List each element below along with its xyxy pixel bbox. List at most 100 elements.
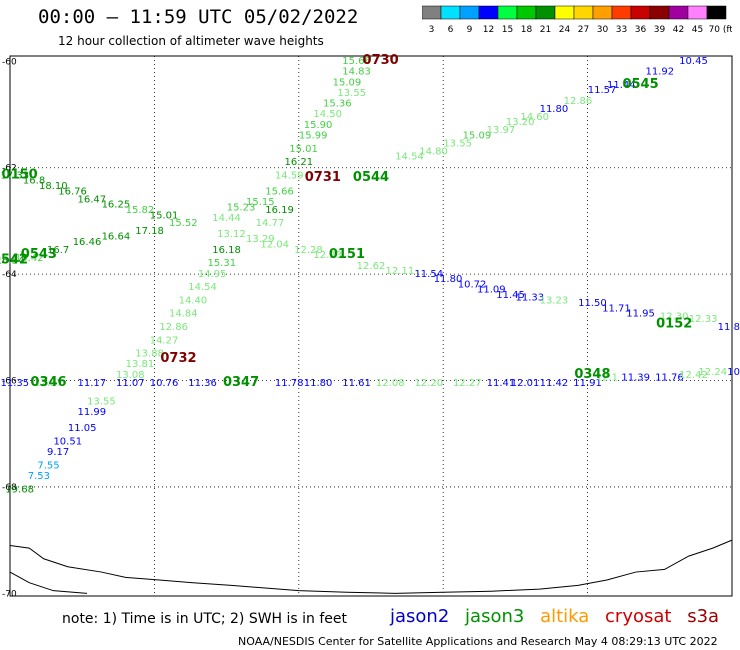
legend-cryosat: cryosat: [605, 606, 672, 627]
wave-height-value: 11.17: [78, 378, 107, 389]
wave-height-value: 14.77: [256, 218, 285, 229]
colorbar-label: 3: [429, 25, 435, 35]
coastline: [9, 539, 733, 594]
wave-height-value: 15.99: [299, 130, 328, 141]
wave-height-value: 17.18: [135, 226, 164, 237]
pass-time-label: 0152: [656, 316, 692, 331]
wave-height-value: 14.84: [169, 309, 198, 320]
wave-height-value: 12.57: [34, 378, 63, 389]
colorbar-label: 45: [692, 25, 703, 35]
wave-height-value: 10.99: [727, 367, 740, 378]
wave-height-value: 11.85: [718, 322, 740, 333]
wave-height-value: 14.40: [179, 295, 208, 306]
wave-height-value: 13.88: [135, 349, 164, 360]
pass-time-label: 0150: [2, 167, 38, 182]
wave-height-value: 12.24: [698, 367, 727, 378]
colorbar-label: 18: [521, 25, 533, 35]
pass-time-label: 0151: [329, 247, 365, 262]
lat-tick-label: -60: [2, 57, 17, 67]
wave-height-value: 12.23: [313, 250, 342, 261]
wave-height-value: 10.45: [679, 56, 708, 67]
wave-height-value: 11.76: [655, 373, 684, 384]
lat-tick-label: -68: [2, 483, 17, 493]
wave-height-value: 15.09: [333, 77, 362, 88]
pass-time-label: 0348: [574, 367, 610, 382]
wave-height-value: 12.33: [689, 314, 718, 325]
wave-height-value: 11.78: [275, 378, 304, 389]
wave-height-value: 13.81: [126, 359, 155, 370]
wave-height-value: 17.33: [0, 170, 29, 181]
legend-s3a: s3a: [687, 606, 720, 627]
wave-height-value: 11.80: [540, 104, 569, 115]
wave-height-value: 14.27: [150, 335, 179, 346]
wave-height-value: 14.44: [212, 213, 241, 224]
wave-height-value: 13.55: [337, 88, 366, 99]
page-subtitle: 12 hour collection of altimeter wave hei…: [58, 34, 324, 48]
wave-height-map: 151821242730-60-62-64-66-68-7015.6614.83…: [0, 53, 740, 599]
wave-height-value: 12.08: [376, 378, 405, 389]
wave-height-value: 15.09: [463, 130, 492, 141]
pass-time-label: 0730: [363, 53, 399, 68]
pass-time-label: 0543: [21, 247, 57, 262]
wave-height-value: 11.36: [188, 378, 217, 389]
wave-height-value: 11.09: [477, 285, 506, 296]
wave-height-value: 16.76: [58, 186, 87, 197]
wave-height-value: 14.54: [188, 282, 217, 293]
pass-time-label: 0544: [353, 170, 389, 185]
wave-height-value: 15.31: [207, 258, 236, 269]
colorbar-label: 15: [502, 25, 513, 35]
wave-height-value: 16.18: [212, 245, 241, 256]
wave-height-value: 14.95: [198, 269, 227, 280]
wave-height-value: 11.45: [496, 290, 525, 301]
coastline: [9, 571, 88, 594]
wave-height-value: 11.71: [602, 303, 631, 314]
wave-height-value: 12.27: [453, 378, 482, 389]
wave-height-value: 15.42: [15, 253, 44, 264]
wave-height-value: 12.28: [294, 245, 323, 256]
wave-height-value: 16.46: [73, 237, 102, 248]
wave-height-value: 13.97: [487, 125, 516, 136]
colorbar-label: 33: [616, 25, 627, 35]
wave-height-value: 13.23: [540, 295, 569, 306]
wave-height-value: 11.91: [573, 378, 602, 389]
wave-height-value: 11.80: [434, 274, 463, 285]
legend-altika: altika: [540, 606, 590, 627]
wave-height-value: 11.05: [68, 423, 97, 434]
wave-height-value: 12.30: [660, 311, 689, 322]
wave-height-value: 11.44: [607, 80, 636, 91]
colorbar-label: 42: [673, 25, 684, 35]
colorbar-label: 70 (ft): [709, 25, 732, 35]
wave-height-value: 12.86: [564, 96, 593, 107]
wave-height-value: 11.33: [516, 293, 545, 304]
wave-height-value: 16.54: [0, 255, 24, 266]
colorbar-label: 36: [635, 25, 647, 35]
wave-height-value: 15.90: [304, 120, 333, 131]
wave-height-value: 12.86: [159, 322, 188, 333]
wave-height-value: 16.7: [47, 245, 69, 256]
wave-height-value: 10.76: [150, 378, 179, 389]
colorbar-label: 24: [559, 25, 571, 35]
wave-height-value: 11.07: [116, 378, 145, 389]
wave-height-value: 11.50: [578, 298, 607, 309]
wave-height-value: 19.68: [5, 484, 34, 495]
wave-height-value: 13.08: [116, 370, 145, 381]
wave-height-value: 13.20: [506, 117, 535, 128]
wave-height-value: 15.01: [150, 210, 179, 221]
wave-height-value: 12.1: [596, 373, 618, 384]
wave-height-value: 15.52: [169, 218, 198, 229]
wave-height-value: 11.92: [645, 67, 674, 78]
wave-height-value: 14.59: [275, 170, 304, 181]
wave-height-value: 12.42: [679, 370, 708, 381]
wave-height-value: 13.12: [217, 229, 246, 240]
wave-height-value: 14.83: [342, 67, 371, 78]
colorbar-label: 30: [597, 25, 609, 35]
wave-height-value: 12.01: [511, 378, 540, 389]
pass-time-label: 0347: [223, 375, 259, 390]
wave-height-value: 13.55: [443, 138, 472, 149]
wave-height-value: 12.04: [260, 240, 289, 251]
wave-height-value: 15.36: [323, 99, 352, 110]
pass-time-label: 0346: [30, 375, 66, 390]
wave-height-value: 9.17: [47, 447, 69, 458]
wave-height-value: 16.8: [23, 176, 45, 187]
